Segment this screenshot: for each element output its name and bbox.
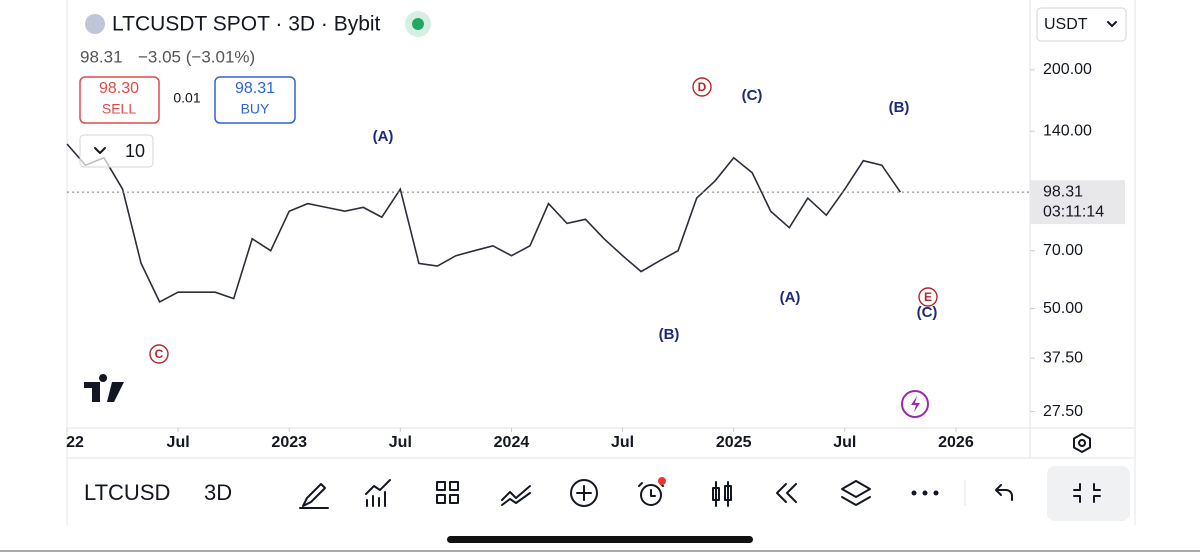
x-tick-label: 2023 — [271, 434, 307, 451]
x-tick-label: 2024 — [494, 434, 530, 451]
wave-label: (A) — [780, 289, 801, 306]
sell-price: 98.30 — [99, 80, 139, 97]
market-status — [412, 18, 424, 30]
toolbar-symbol[interactable]: LTCUSD — [84, 480, 170, 505]
chevron — [94, 147, 106, 154]
layers-icon[interactable] — [841, 480, 871, 506]
spread: 0.01 — [173, 90, 200, 106]
wave-label: (A) — [373, 128, 394, 145]
dot — [911, 490, 917, 496]
indicator-count: 10 — [125, 141, 145, 161]
add-icon[interactable] — [576, 485, 592, 501]
wave-label: (B) — [889, 99, 910, 116]
y-tick-label: 50.00 — [1043, 300, 1083, 317]
y-tick-label: 140.00 — [1043, 122, 1092, 139]
bolt — [911, 396, 920, 412]
price-change: −3.05 (−3.01%) — [138, 47, 255, 66]
price-tag-value: 98.31 — [1043, 183, 1083, 200]
sell-label: SELL — [102, 101, 136, 117]
wave-label: E — [924, 290, 932, 304]
wave-label: (C) — [742, 87, 763, 104]
wave-label: C — [155, 347, 164, 361]
plot — [66, 143, 1030, 303]
draw-icon[interactable] — [299, 483, 329, 509]
currency-select[interactable] — [1036, 7, 1127, 42]
y-tick-label: 27.50 — [1043, 403, 1083, 420]
collapse-icon — [1073, 483, 1101, 503]
price-line — [66, 143, 902, 303]
x-tick-label: Jul — [611, 434, 634, 451]
buy-button[interactable] — [214, 76, 296, 124]
wave-circle — [692, 77, 712, 97]
dot — [933, 490, 939, 496]
layout-icon[interactable] — [436, 481, 459, 504]
y-tick-label: 200.00 — [1043, 61, 1092, 78]
wave-circle — [149, 344, 169, 364]
dot — [922, 490, 928, 496]
buy-price: 98.31 — [235, 80, 275, 97]
alarm-dot — [658, 477, 666, 485]
countdown: 03:11:14 — [1043, 203, 1104, 220]
toolbar-interval[interactable]: 3D — [204, 480, 232, 505]
x-tick-label: Jul — [389, 434, 412, 451]
indicators-toggle[interactable] — [79, 134, 154, 168]
currency: USDT — [1044, 16, 1088, 33]
undo-icon[interactable] — [995, 484, 1013, 501]
x-tick-label: Jul — [167, 434, 190, 451]
wave-circle — [918, 287, 938, 307]
x-tick-label: 2026 — [938, 434, 974, 451]
wave-label: D — [698, 80, 707, 94]
y-tick-label: 70.00 — [1043, 242, 1083, 259]
chevron — [1107, 21, 1117, 27]
y-tick-label: 37.50 — [1043, 349, 1083, 366]
buy-label: BUY — [241, 101, 270, 117]
indicators-icon[interactable] — [365, 479, 391, 507]
wave-label: (B) — [659, 326, 680, 343]
x-tick-label: 2025 — [716, 434, 752, 451]
symbol-title: LTCUSDT SPOT · 3D · Bybit — [112, 13, 381, 36]
wave-label: (C) — [917, 304, 938, 321]
price-tag — [1030, 180, 1125, 225]
home-indicator — [447, 536, 753, 543]
last-price: 98.31 — [80, 47, 123, 66]
compare-icon[interactable] — [501, 485, 531, 506]
tv-logo — [84, 374, 124, 402]
replay-icon[interactable] — [776, 483, 797, 503]
x-tick-label: Jul — [833, 434, 856, 451]
toolbar-icons — [299, 479, 1013, 509]
settings-icon[interactable] — [1073, 433, 1091, 453]
x-tick-label: 22 — [66, 434, 84, 451]
coin-logo — [85, 14, 105, 34]
sell-button[interactable] — [79, 76, 160, 124]
fullscreen-button[interactable] — [1047, 466, 1130, 521]
candles-icon[interactable] — [712, 481, 732, 507]
